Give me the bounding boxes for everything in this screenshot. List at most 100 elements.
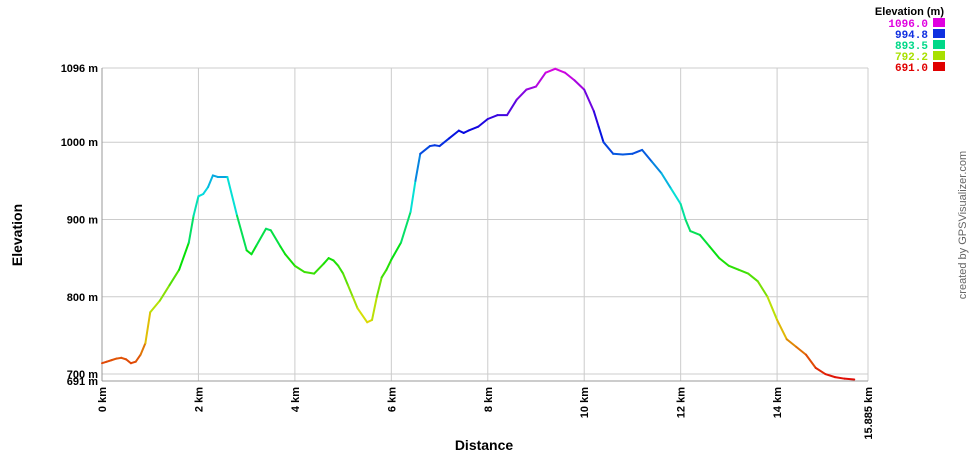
x-tick-label: 12 km — [676, 387, 688, 418]
legend-swatch — [933, 51, 945, 60]
x-tick-label: 15.885 km — [863, 387, 875, 440]
profile-segment — [144, 311, 152, 345]
y-axis-title: Elevation — [9, 204, 25, 266]
profile-segment — [766, 295, 779, 321]
x-tick-label: 6 km — [386, 387, 398, 412]
profile-segment — [573, 79, 586, 91]
profile-segment — [332, 259, 340, 267]
profile-segment — [689, 230, 701, 236]
profile-segment — [149, 299, 161, 314]
profile-segment — [843, 377, 856, 381]
profile-segment — [342, 272, 349, 287]
profile-segment — [409, 179, 417, 213]
legend-title: Elevation (m) — [875, 6, 944, 18]
profile-segment — [621, 152, 634, 156]
profile-segment — [303, 271, 316, 275]
profile-segment — [854, 0, 864, 379]
profile-segment — [597, 125, 605, 144]
profile-segment — [467, 125, 480, 132]
x-tick-label: 4 km — [290, 387, 302, 412]
profile-segment — [293, 264, 306, 274]
profile-segment — [245, 249, 253, 256]
profile-segment — [554, 67, 566, 74]
legend-value: 691.0 — [895, 63, 928, 75]
profile-segment — [776, 318, 788, 341]
profile-segment — [313, 262, 325, 275]
profile-segment — [727, 264, 740, 271]
profile-segment — [477, 118, 489, 128]
profile-segment — [708, 245, 721, 260]
y-tick-label: 691 m — [67, 376, 98, 388]
profile-segment — [602, 141, 615, 155]
x-tick-label: 0 km — [97, 387, 109, 412]
profile-segment — [337, 264, 345, 275]
x-tick-label: 8 km — [483, 387, 495, 412]
profile-segment — [824, 373, 836, 379]
profile-segment — [356, 307, 369, 324]
profile-segment — [202, 186, 210, 195]
profile-segment — [371, 295, 378, 321]
profile-segment — [448, 129, 460, 140]
profile-segment — [390, 241, 402, 261]
profile-segment — [563, 71, 576, 82]
profile-segment — [226, 175, 239, 217]
profile-segment — [322, 257, 330, 265]
profile-segment — [756, 280, 769, 298]
y-tick-label: 1000 m — [61, 137, 99, 149]
x-axis-title: Distance — [455, 437, 514, 453]
profile-segment — [785, 338, 798, 348]
profile-segment — [718, 257, 730, 267]
profile-segment — [592, 110, 600, 128]
profile-segment — [641, 148, 653, 163]
plot-frame — [101, 68, 868, 382]
profile-segment — [351, 295, 359, 310]
profile-segment — [805, 353, 817, 369]
profile-segment — [660, 172, 673, 190]
profile-segment — [795, 345, 808, 356]
profile-segment — [679, 203, 687, 221]
profile-segment — [207, 174, 214, 189]
x-tick-label: 14 km — [772, 387, 784, 418]
profile-segment — [414, 152, 422, 182]
profile-segment — [515, 88, 528, 101]
profile-segment — [419, 145, 431, 155]
profile-segment — [168, 268, 181, 287]
profile-segment — [544, 67, 557, 74]
legend-swatch — [933, 62, 945, 71]
y-tick-label: 1096 m — [61, 63, 99, 75]
profile-segment — [583, 88, 595, 113]
profile-segment — [833, 376, 846, 380]
profile-segment — [438, 137, 451, 148]
profile-segment — [375, 276, 383, 298]
legend-swatch — [933, 40, 945, 49]
legend-value: 792.2 — [895, 52, 928, 64]
x-tick-label: 2 km — [193, 387, 205, 412]
profile-segment — [139, 342, 147, 356]
profile-segment — [814, 366, 827, 376]
profile-segment — [534, 71, 547, 88]
profile-segment — [486, 114, 499, 121]
x-axis-ticks: 0 km 2 km 4 km 6 km 8 km 10 km 12 km 14 km 15.88… — [97, 387, 875, 440]
profile-segment — [380, 268, 388, 279]
grid-lines — [101, 67, 869, 382]
legend-value: 1096.0 — [888, 19, 928, 31]
profile-segment — [255, 227, 267, 247]
profile-segment — [125, 358, 132, 365]
elevation-profile-line — [101, 0, 864, 381]
profile-segment — [178, 241, 190, 271]
profile-segment — [385, 258, 393, 271]
profile-segment — [134, 353, 142, 363]
y-tick-label: 800 m — [67, 292, 98, 304]
profile-segment — [269, 229, 282, 248]
profile-segment — [187, 214, 195, 244]
legend-swatch — [933, 18, 945, 27]
y-tick-label: 900 m — [67, 214, 98, 226]
profile-segment — [670, 187, 682, 206]
profile-segment — [399, 210, 412, 244]
legend-value: 893.5 — [895, 41, 928, 53]
profile-segment — [250, 244, 258, 256]
profile-segment — [612, 152, 624, 156]
profile-segment — [284, 253, 296, 267]
